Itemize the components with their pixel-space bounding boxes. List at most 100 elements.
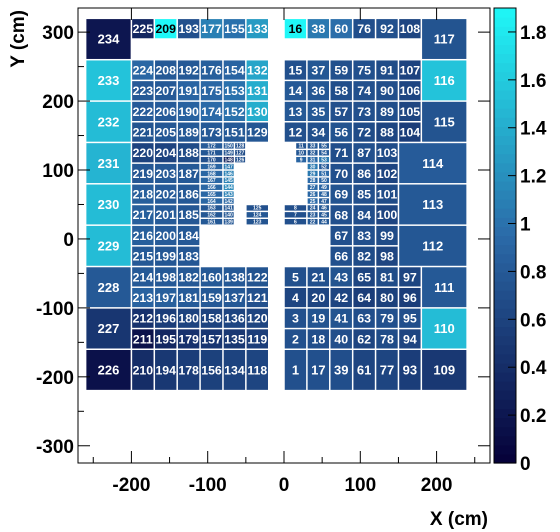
cell-label-211: 211 <box>133 332 153 346</box>
heatmap-cell-185 <box>177 205 200 225</box>
cell-label-164: 164 <box>207 199 216 205</box>
cell-label-79: 79 <box>380 312 394 326</box>
heatmap-cell-151 <box>223 122 246 142</box>
heatmap-cell-221 <box>132 122 154 142</box>
cell-label-166: 166 <box>207 185 216 191</box>
cell-label-62: 62 <box>357 332 371 346</box>
heatmap-cell-190 <box>177 101 200 121</box>
cell-label-189: 189 <box>178 126 199 140</box>
colorbar-step <box>494 381 516 391</box>
cell-label-199: 199 <box>155 250 176 264</box>
heatmap-cell-16 <box>284 19 307 39</box>
cell-label-75: 75 <box>357 64 371 78</box>
cell-label-137: 137 <box>224 291 245 305</box>
cell-label-41: 41 <box>334 312 348 326</box>
heatmap-cell-214 <box>132 267 154 287</box>
heatmap-cell-121 <box>246 287 268 308</box>
colorbar-step <box>494 390 516 400</box>
cell-label-27: 27 <box>310 185 316 191</box>
cell-label-16: 16 <box>289 22 303 36</box>
cell-label-158: 158 <box>201 312 222 326</box>
colorbar-step <box>494 271 516 282</box>
heatmap-cell-13 <box>284 101 307 121</box>
cell-label-29: 29 <box>310 171 316 177</box>
heatmap-cell-111 <box>422 267 467 308</box>
cell-label-217: 217 <box>133 208 154 222</box>
axes: -200 -100 0 100 200 -300 -200 -100 0 100 200 300 <box>36 8 490 496</box>
heatmap-cell-130 <box>246 101 268 121</box>
cell-label-76: 76 <box>357 22 371 36</box>
cell-label-58: 58 <box>334 84 348 98</box>
cell-label-157: 157 <box>201 332 222 346</box>
cell-label-105: 105 <box>400 105 421 119</box>
colorbar-step <box>494 171 516 182</box>
cell-label-32: 32 <box>310 151 316 157</box>
heatmap-cell-207 <box>155 81 177 101</box>
colorbar-step <box>494 453 516 464</box>
heatmap-cell-131 <box>246 81 268 101</box>
heatmap-cell-157 <box>200 329 223 349</box>
cell-label-98: 98 <box>380 250 394 264</box>
heatmap-cell-210 <box>132 350 154 390</box>
heatmap-cell-138 <box>223 267 246 287</box>
cell-label-161: 161 <box>207 220 216 226</box>
colorbar-step <box>494 290 516 300</box>
cell-label-223: 223 <box>133 84 154 98</box>
heatmap-cell-37 <box>307 60 330 80</box>
colorbar-step <box>494 444 516 455</box>
colorbar-step <box>494 362 516 373</box>
cell-label-55: 55 <box>321 144 327 150</box>
colorbar-step <box>494 217 516 227</box>
colorbar-step <box>494 144 516 155</box>
cell-label-4: 4 <box>292 291 299 305</box>
cell-label-122: 122 <box>247 270 268 284</box>
cell-label-108: 108 <box>400 22 421 36</box>
heatmap-cell-17 <box>307 350 330 390</box>
heatmap-cell-182 <box>177 267 200 287</box>
cell-label-205: 205 <box>155 126 176 140</box>
heatmap-cell-220 <box>132 143 154 163</box>
heatmap-cell-38 <box>307 19 330 39</box>
cell-label-2: 2 <box>292 332 299 346</box>
heatmap-cell-183 <box>177 246 200 266</box>
colorbar-step <box>494 308 516 318</box>
x-tick-label: -100 <box>189 475 227 496</box>
heatmap-cell-231 <box>86 143 131 184</box>
cell-label-15: 15 <box>289 64 303 78</box>
heatmap-cell-123 <box>246 219 268 225</box>
cell-label-228: 228 <box>98 280 120 295</box>
cell-label-201: 201 <box>155 208 176 222</box>
heatmap-cell-19 <box>307 308 330 328</box>
heatmap-cell-156 <box>200 350 223 390</box>
colorbar-step <box>494 162 516 173</box>
cell-label-113: 113 <box>422 197 443 212</box>
heatmap-cell-7 <box>284 212 307 218</box>
heatmap-cell-101 <box>376 184 398 204</box>
cell-label-180: 180 <box>178 312 199 326</box>
cell-label-91: 91 <box>380 64 394 78</box>
colorbar-tick-label: 0.2 <box>520 406 546 427</box>
colorbar-step <box>494 208 516 218</box>
heatmap-cell-200 <box>155 225 177 246</box>
heatmap-cell-191 <box>177 81 200 101</box>
heatmap-cell-85 <box>353 184 375 204</box>
cell-label-130: 130 <box>247 105 268 119</box>
cell-label-48: 48 <box>321 192 327 198</box>
heatmap-cell-58 <box>330 81 352 101</box>
heatmap-cell-193 <box>177 19 200 39</box>
heatmap-cell-79 <box>376 308 398 328</box>
heatmap-cell-10 <box>296 150 307 156</box>
cell-label-102: 102 <box>377 167 398 181</box>
heatmap-cell-112 <box>399 225 467 266</box>
heatmap-cell-28 <box>307 177 318 184</box>
cell-label-195: 195 <box>155 332 176 346</box>
heatmap-cell-48 <box>319 191 330 197</box>
cell-label-104: 104 <box>400 126 421 140</box>
cell-label-21: 21 <box>311 270 325 284</box>
cell-label-57: 57 <box>334 105 348 119</box>
heatmap-cell-119 <box>246 329 268 349</box>
heatmap-cell-42 <box>330 287 352 308</box>
cell-label-100: 100 <box>377 208 398 222</box>
cell-label-31: 31 <box>310 157 316 163</box>
